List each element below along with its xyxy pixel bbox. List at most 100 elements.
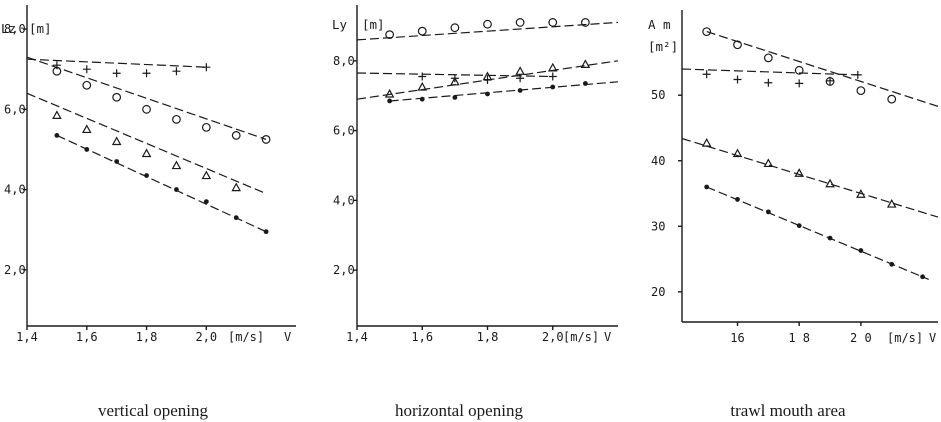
y-tick-label: 40 — [651, 154, 665, 168]
data-point-dot — [203, 199, 209, 205]
data-point-circle — [52, 66, 62, 76]
data-point-triangle — [417, 81, 428, 91]
data-point-dot — [735, 197, 740, 202]
x-tick-label: 2 0 — [850, 331, 872, 345]
tick-group: 1,4 1,6 1,8 2,0 2,0 4,0 6,0 8,0 — [333, 54, 564, 344]
series-line-circle — [26, 56, 267, 140]
x-tick-label: 16 — [730, 331, 744, 345]
data-point-dot — [233, 215, 239, 221]
data-point-dot — [517, 88, 523, 93]
data-point-dot — [920, 274, 925, 280]
data-point-dot — [765, 209, 771, 215]
data-point-triangle — [763, 158, 774, 168]
data-point-plus — [826, 76, 835, 85]
data-point-dot — [54, 133, 60, 138]
series-line-circle — [706, 31, 939, 107]
x-tick-label: 1 8 — [788, 331, 810, 345]
data-point-circle — [201, 122, 211, 132]
y-tick-label: 2,0 — [333, 263, 355, 277]
x-axis-unit: [m/s] — [887, 331, 923, 345]
data-point-triangle — [580, 59, 591, 68]
x-tick-label: 1,6 — [76, 330, 98, 344]
y-tick-label: 8,0 — [4, 22, 26, 36]
data-point-triangle — [856, 189, 866, 198]
data-point-dot — [114, 159, 120, 164]
chart-caption: horizontal opening — [395, 401, 523, 420]
series-line-plus — [681, 68, 858, 76]
data-point-circle — [702, 27, 712, 37]
chart-caption: vertical opening — [98, 401, 208, 420]
data-point-circle — [733, 40, 742, 50]
data-point-triangle — [384, 88, 395, 98]
x-tick-label: 1,8 — [477, 330, 499, 344]
data-point-circle — [172, 114, 181, 124]
data-point-circle — [763, 53, 773, 63]
data-point-circle — [515, 18, 525, 27]
data-point-circle — [450, 23, 460, 33]
y-tick-label: 30 — [651, 219, 665, 233]
y-tick-label: 50 — [651, 88, 665, 102]
data-point-dot — [144, 173, 149, 178]
data-point-plus — [202, 63, 211, 72]
data-point-dot — [387, 98, 393, 104]
data-point-triangle — [515, 66, 525, 75]
data-point-circle — [887, 94, 897, 104]
data-point-dot — [827, 235, 833, 241]
data-point-triangle — [547, 62, 558, 72]
tick-group: 1,4 1,6 1,8 2,0 2,0 4,0 6,0 8,0 — [4, 22, 217, 344]
tick-group: 16 1 8 2 0 20 30 40 50 — [651, 88, 872, 345]
data-point-triangle — [171, 160, 182, 170]
data-point-plus — [702, 70, 711, 79]
data-point-triangle — [825, 178, 835, 188]
data-point-triangle — [81, 124, 92, 134]
data-point-triangle — [201, 170, 212, 180]
x-tick-label: 2,0 — [195, 330, 217, 344]
data-point-dot — [485, 91, 490, 97]
x-axis-label: V — [284, 330, 291, 344]
data-point-dot — [796, 223, 802, 229]
x-axis-unit: [m/s] — [563, 330, 599, 344]
data-point-circle — [142, 104, 151, 114]
data-point-dot — [858, 248, 864, 253]
data-point-dot — [419, 96, 425, 102]
data-point-circle — [483, 19, 492, 29]
x-tick-label: 1,8 — [136, 330, 158, 344]
data-point-triangle — [701, 138, 712, 147]
x-tick-label: 1,4 — [346, 330, 368, 344]
y-tick-label: 20 — [651, 285, 665, 299]
data-point-dot — [704, 184, 710, 190]
y-tick-label: 6,0 — [4, 102, 26, 116]
series-line-dot — [706, 186, 929, 280]
chart-trawl-mouth-area: A m [m²] [m/s] V trawl mouth area 16 1 8 2… — [648, 10, 939, 420]
y-tick-label: 6,0 — [333, 124, 355, 138]
data-point-circle — [856, 86, 866, 96]
data-point-triangle — [141, 148, 152, 158]
y-axis-unit: [m] — [29, 21, 52, 36]
data-point-circle — [417, 26, 427, 36]
data-point-plus — [82, 65, 91, 74]
data-point-circle — [580, 18, 590, 27]
y-axis-label: A m — [648, 17, 671, 32]
data-point-dot — [84, 147, 90, 152]
plot-area — [681, 27, 939, 280]
x-tick-label: 1,6 — [411, 330, 433, 344]
data-point-triangle — [52, 110, 62, 119]
data-point-dot — [174, 187, 179, 192]
y-tick-label: 8,0 — [333, 54, 355, 68]
plot-area — [26, 56, 271, 235]
chart-caption: trawl mouth area — [730, 401, 846, 420]
data-point-dot — [263, 229, 269, 235]
x-tick-label: 2,0 — [542, 330, 564, 344]
data-point-circle — [548, 18, 558, 27]
data-point-dot — [550, 84, 556, 90]
data-point-circle — [385, 30, 395, 40]
data-point-circle — [231, 131, 241, 140]
data-point-plus — [548, 72, 557, 81]
data-point-triangle — [231, 182, 242, 192]
series-line-circle — [356, 21, 619, 41]
data-point-triangle — [732, 148, 743, 158]
x-axis-label: V — [604, 330, 611, 344]
data-point-dot — [452, 95, 458, 100]
data-point-triangle — [450, 76, 460, 86]
